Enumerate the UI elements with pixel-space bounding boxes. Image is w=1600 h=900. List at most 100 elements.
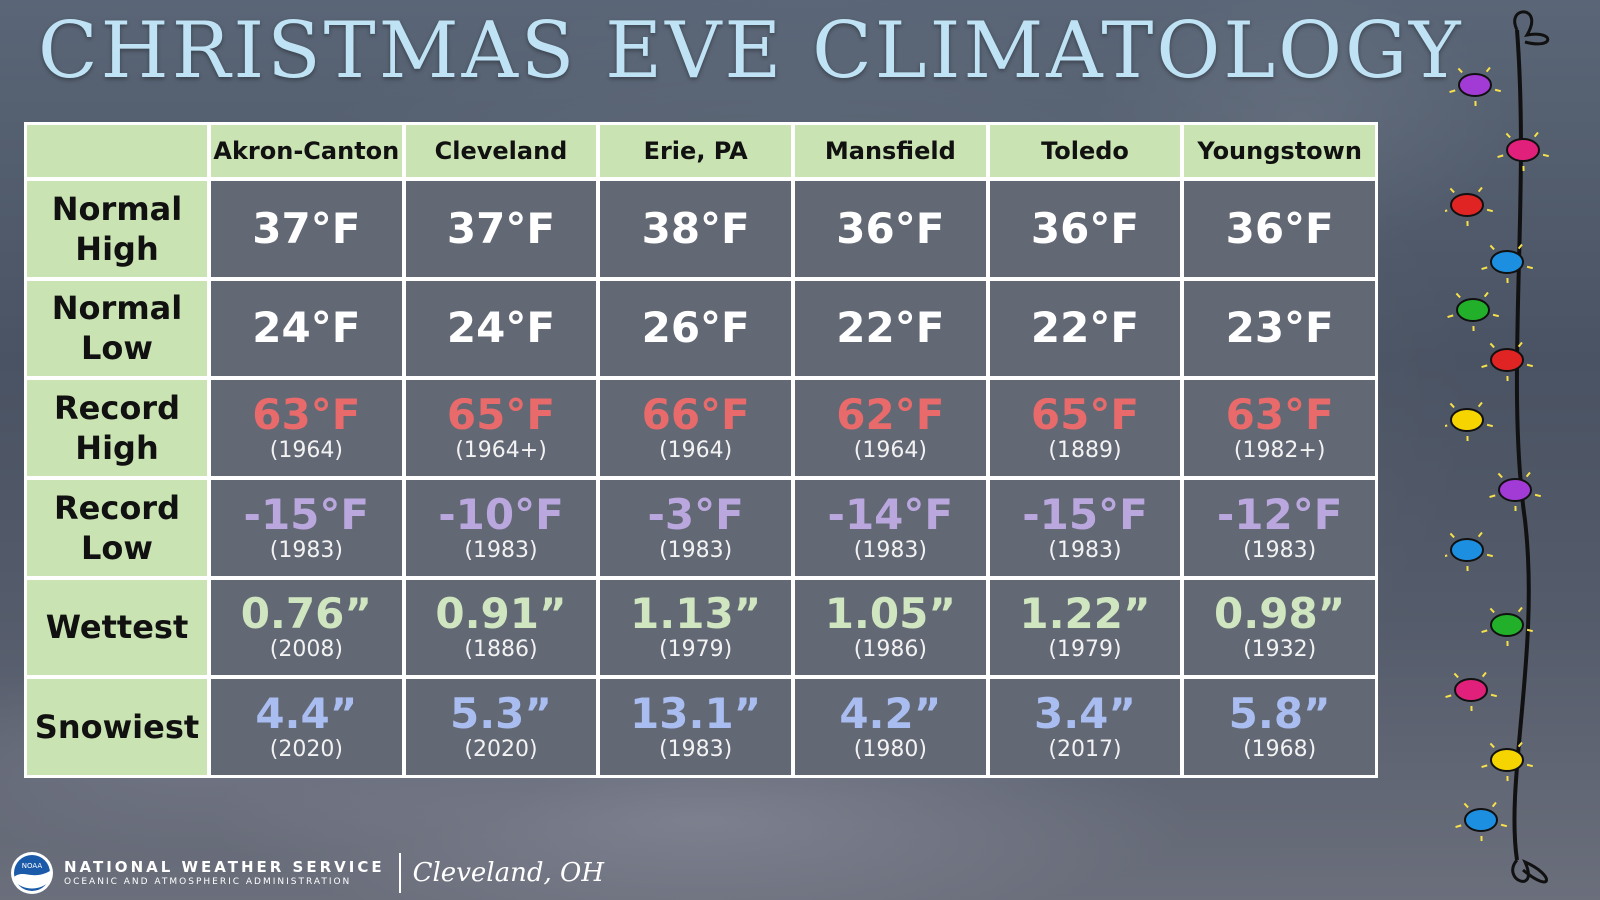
- cell-year: (1986): [853, 637, 927, 663]
- cell-year: (1964): [853, 438, 927, 464]
- cell-year: (1964): [269, 438, 343, 464]
- row-header: Record High: [27, 380, 207, 476]
- light-bulb-icon: [1458, 73, 1492, 97]
- cell-value: 36°F: [1030, 203, 1140, 253]
- cell-year: (1983): [853, 537, 927, 563]
- table-cell: 26°F: [600, 280, 791, 377]
- table-cell: 13.1” (1983): [600, 679, 791, 775]
- light-bulb-icon: [1490, 748, 1524, 772]
- light-glow-ray: [1447, 314, 1454, 318]
- cell-value: 0.91”: [435, 589, 567, 639]
- light-glow-ray: [1481, 266, 1488, 270]
- cell-value: 3.4”: [1033, 689, 1136, 739]
- cell-year: (1932): [1243, 637, 1317, 663]
- table-cell: 36°F: [989, 181, 1181, 277]
- table-cell: 24°F: [405, 280, 597, 377]
- light-glow-ray: [1492, 313, 1500, 318]
- light-glow-ray: [1485, 66, 1491, 73]
- row-header: Normal Low: [27, 280, 207, 377]
- footer-divider: [398, 853, 401, 893]
- cell-value: 1.22”: [1019, 589, 1151, 639]
- cell-value: -3°F: [647, 489, 744, 539]
- light-glow-ray: [1481, 629, 1488, 633]
- light-glow-ray: [1526, 628, 1534, 633]
- light-glow-ray: [1453, 672, 1459, 679]
- table-cell: 22°F: [989, 280, 1181, 377]
- table-cell: 24°F: [211, 280, 402, 377]
- light-glow-ray: [1477, 531, 1483, 538]
- table-cell: 0.91” (1886): [405, 579, 597, 676]
- agency-name: NATIONAL WEATHER SERVICE OCEANIC AND ATM…: [64, 858, 385, 888]
- light-bulb-icon: [1506, 138, 1540, 162]
- light-glow-ray: [1449, 402, 1455, 409]
- cell-year: (1983): [659, 737, 733, 763]
- page-title: CHRISTMAS EVE CLIMATOLOGY: [38, 6, 1464, 96]
- cell-year: (1983): [1243, 537, 1317, 563]
- cell-year: (1889): [1048, 438, 1122, 464]
- light-glow-ray: [1534, 493, 1542, 498]
- cell-value: 0.98”: [1214, 589, 1346, 639]
- light-glow-ray: [1526, 265, 1534, 270]
- light-glow-ray: [1542, 153, 1550, 158]
- cell-year: (1983): [1048, 537, 1122, 563]
- light-glow-ray: [1483, 291, 1489, 298]
- subagency-line: OCEANIC AND ATMOSPHERIC ADMINISTRATION: [64, 877, 352, 887]
- cell-value: 24°F: [252, 303, 361, 353]
- cell-value: 37°F: [252, 203, 361, 253]
- light-glow-ray: [1486, 553, 1494, 558]
- light-bulb-icon: [1450, 538, 1484, 562]
- light-glow-ray: [1445, 694, 1452, 698]
- light-glow-ray: [1481, 364, 1488, 368]
- cell-value: 5.8”: [1228, 689, 1331, 739]
- table-cell: 62°F (1964): [795, 380, 986, 476]
- cell-value: 36°F: [1225, 203, 1334, 253]
- cell-value: 63°F: [252, 390, 361, 440]
- noaa-logo-icon: NOAA: [11, 852, 53, 894]
- cell-value: 66°F: [641, 390, 750, 440]
- cell-year: (1886): [464, 637, 538, 663]
- cell-value: 4.2”: [839, 689, 942, 739]
- column-header: Mansfield: [795, 125, 986, 177]
- table-cell: 1.13” (1979): [600, 579, 791, 676]
- noaa-logo-text: NOAA: [22, 862, 43, 870]
- light-glow-ray: [1457, 67, 1463, 74]
- column-header: Erie, PA: [600, 125, 791, 177]
- row-header: Snowiest: [27, 679, 207, 775]
- table-cell: -15°F (1983): [211, 479, 402, 576]
- row-header: Record Low: [27, 479, 207, 576]
- light-glow-ray: [1463, 802, 1469, 809]
- cell-value: 63°F: [1225, 390, 1334, 440]
- light-glow-ray: [1500, 823, 1508, 828]
- light-glow-ray: [1517, 741, 1523, 748]
- table-cell: 37°F: [211, 181, 402, 277]
- light-glow-ray: [1481, 764, 1488, 768]
- light-glow-ray: [1489, 607, 1495, 614]
- cell-year: (1983): [659, 537, 733, 563]
- light-glow-ray: [1497, 154, 1504, 158]
- row-header: Normal High: [27, 181, 207, 277]
- light-bulb-icon: [1456, 298, 1490, 322]
- light-glow-ray: [1517, 243, 1523, 250]
- light-glow-ray: [1505, 132, 1511, 139]
- light-bulb-icon: [1498, 478, 1532, 502]
- light-glow-ray: [1449, 187, 1455, 194]
- cell-year: (1968): [1243, 737, 1317, 763]
- column-header: Toledo: [989, 125, 1181, 177]
- light-glow-ray: [1445, 554, 1448, 558]
- cell-year: (2020): [464, 737, 538, 763]
- table-cell: 0.76” (2008): [211, 579, 402, 676]
- cell-value: 65°F: [446, 390, 556, 440]
- cell-value: 65°F: [1030, 390, 1140, 440]
- cell-year: (1964+): [455, 438, 547, 464]
- cell-value: -14°F: [827, 489, 954, 539]
- cell-value: 0.76”: [240, 589, 372, 639]
- cell-value: 36°F: [836, 203, 945, 253]
- light-glow-ray: [1455, 824, 1462, 828]
- table-cell: 5.3” (2020): [405, 679, 597, 775]
- light-glow-ray: [1494, 88, 1502, 93]
- light-bulb-icon: [1490, 613, 1524, 637]
- light-glow-ray: [1445, 209, 1448, 213]
- light-glow-ray: [1477, 186, 1483, 193]
- table-cell: -14°F (1983): [795, 479, 986, 576]
- light-glow-ray: [1497, 472, 1503, 479]
